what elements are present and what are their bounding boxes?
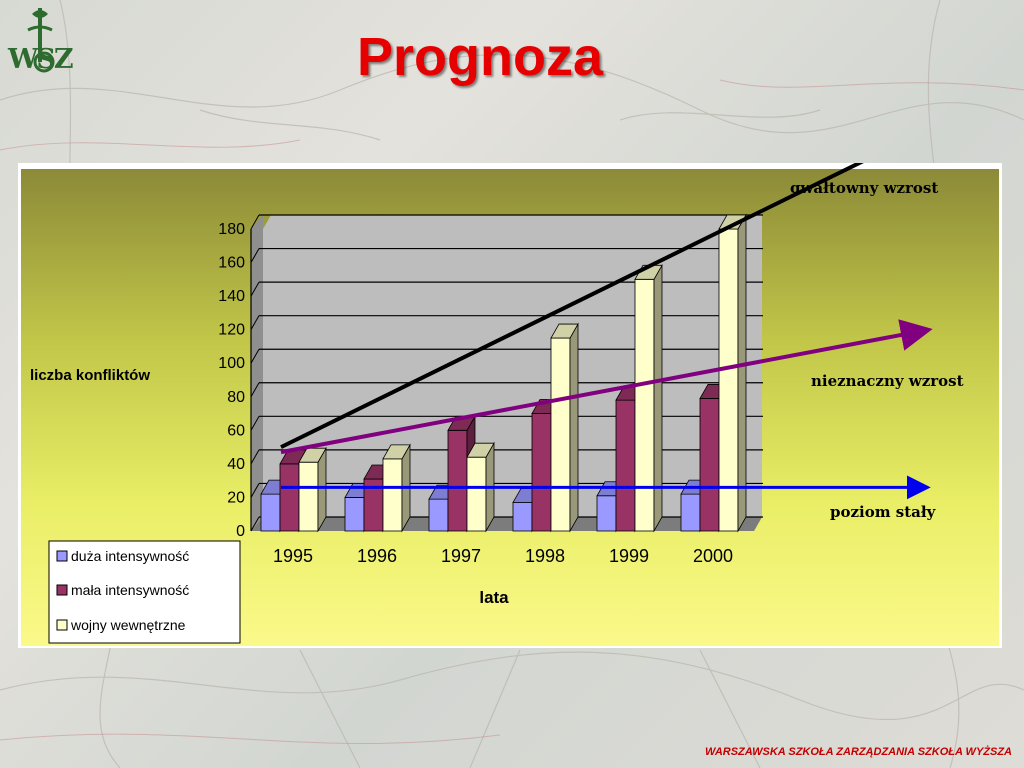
gridline-side [250, 348, 260, 364]
plot-side-wall [251, 215, 263, 531]
bar-top [550, 323, 579, 339]
gridline-side [250, 248, 260, 263]
x-tick-label: 1998 [525, 546, 565, 566]
legend-swatch-duza [56, 550, 68, 562]
x-tick-label: 2000 [693, 546, 733, 566]
x-tick-labels: 1995 1996 1997 1998 1999 2000 [273, 546, 733, 566]
bar-front [699, 398, 720, 532]
bar-front [531, 413, 552, 532]
y-tick-label: 20 [227, 489, 245, 506]
y-tick-label: 160 [218, 255, 245, 272]
bar-top [466, 442, 495, 458]
bar [550, 322, 579, 533]
y-tick-label: 140 [218, 288, 245, 305]
y-tick-label: 180 [218, 221, 245, 238]
school-logo: WSZ [6, 4, 74, 80]
logo-text: WSZ [8, 44, 74, 75]
y-tick-label: 120 [218, 322, 245, 339]
bar-top [382, 444, 411, 460]
footer-school-name: WARSZAWSKA SZKOŁA ZARZĄDZANIA SZKOŁA WYŻ… [705, 746, 1012, 758]
bar [718, 213, 747, 533]
bar-front [596, 495, 617, 532]
bar-front [466, 456, 487, 532]
x-tick-label: 1996 [357, 546, 397, 566]
y-tick-label: 40 [227, 456, 245, 473]
gridline-side [250, 416, 260, 431]
gridlines [250, 214, 763, 532]
x-tick-label: 1995 [273, 546, 313, 566]
bar-top [298, 447, 327, 463]
y-tick-label: 60 [227, 422, 245, 439]
bar-top [718, 214, 747, 230]
y-tick-label: 0 [236, 523, 245, 540]
chart-frame: 0 20 40 60 80 100 120 140 160 180 1995 1996 1997 199… [18, 127, 1002, 648]
legend-label-wojny: wojny wewnętrzne [70, 617, 186, 633]
legend-swatch-wojny [56, 619, 68, 631]
bar-front [634, 278, 655, 532]
slide-title: Prognoza [356, 27, 603, 87]
trend-label-staly: poziom stały [830, 503, 937, 521]
bar-front [512, 502, 533, 532]
bar-front [428, 498, 449, 532]
x-axis-label: lata [479, 588, 509, 607]
gridline-side [250, 483, 260, 498]
trend-label-gwaltowny: gwałtowny wzrost [790, 179, 938, 197]
bar-front [680, 493, 701, 532]
x-tick-label: 1997 [441, 546, 481, 566]
trend-arrow-gwaltowny [280, 127, 932, 449]
bar [298, 446, 327, 533]
bar-front [298, 461, 319, 532]
bar-side [737, 213, 747, 533]
trend-label-nieznaczny: nieznaczny wzrost [811, 372, 964, 390]
y-axis-label: liczba konfliktów [30, 367, 150, 384]
gridline-side [250, 281, 260, 297]
gridline-side [250, 449, 260, 465]
gridline-side [250, 382, 260, 398]
gridline-side [250, 516, 260, 532]
bar-front [344, 497, 365, 532]
legend-label-mala: mała intensywność [71, 582, 189, 598]
bar-front [279, 463, 300, 532]
bar-front [447, 429, 468, 532]
x-tick-label: 1999 [609, 546, 649, 566]
y-tick-labels: 0 20 40 60 80 100 120 140 160 180 [218, 221, 245, 540]
bar [634, 263, 663, 533]
trend-arrow-nieznaczny [280, 319, 933, 455]
legend: duża intensywność mała intensywność wojn… [48, 540, 241, 644]
bars [260, 213, 747, 533]
bar-front [260, 493, 281, 532]
bar-front [615, 399, 636, 532]
gridline-side [250, 315, 260, 330]
logo-emblem-icon [27, 8, 55, 73]
bar-side [653, 263, 663, 533]
trend-arrows [280, 127, 933, 500]
y-tick-label: 80 [227, 389, 245, 406]
bar-front [382, 458, 403, 532]
bar-front [718, 228, 739, 532]
bar-front [550, 337, 571, 532]
legend-label-duza: duża intensywność [71, 548, 189, 564]
legend-box [48, 540, 241, 644]
legend-swatch-mala [56, 584, 68, 596]
bar-side [569, 322, 579, 533]
gridline-side [250, 214, 260, 230]
y-tick-label: 100 [218, 355, 245, 372]
